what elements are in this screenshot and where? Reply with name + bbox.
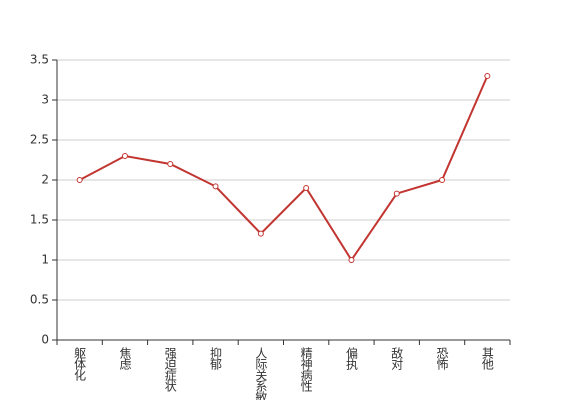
line <box>79 75 489 262</box>
x-tick-label: 躯体化 <box>73 346 87 382</box>
y-tick-label: 2.5 <box>30 133 49 147</box>
y-tick-label: 3 <box>41 93 49 107</box>
x-tick-label: 恐怖 <box>435 347 449 370</box>
x-tick-label: 抑郁 <box>209 346 223 371</box>
point <box>167 161 174 167</box>
x-tick-label: 人际关系敏感 <box>254 347 268 400</box>
y-tick-label: 0.5 <box>30 293 49 307</box>
point <box>484 73 491 79</box>
y-tick-label: 0 <box>41 333 49 347</box>
y-tick-label: 1 <box>41 253 49 267</box>
y-tick-label: 2 <box>41 173 49 187</box>
point <box>76 177 83 183</box>
point <box>303 185 310 191</box>
point <box>257 230 264 237</box>
y-tick-label: 3.5 <box>30 53 49 67</box>
x-tick-label: 强迫症状 <box>163 347 177 392</box>
x-tick-label: 偏执 <box>344 346 358 371</box>
y-tick-label: 1.5 <box>30 213 49 227</box>
point <box>121 153 128 159</box>
point <box>348 257 355 263</box>
x-tick-label: 精神病性 <box>299 347 313 393</box>
point <box>393 190 400 197</box>
x-tick-label: 其他 <box>480 347 494 370</box>
x-tick-label: 敌对 <box>390 346 404 370</box>
x-tick-label: 焦虑 <box>118 347 132 370</box>
point <box>212 183 219 190</box>
point <box>439 177 446 183</box>
